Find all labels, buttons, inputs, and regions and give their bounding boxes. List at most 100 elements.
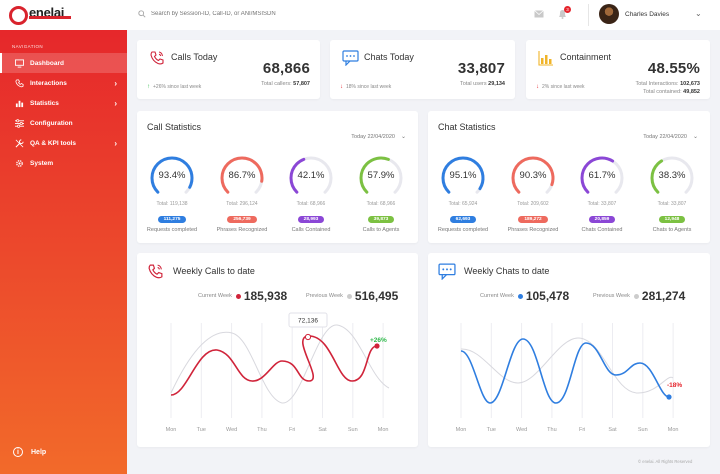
sidebar-item-statistics[interactable]: Statistics › <box>0 93 127 113</box>
legend-current-week: Current Week 105,478 <box>480 289 569 303</box>
gauge-ring: 61.7% <box>579 155 625 201</box>
legend-previous-week: Previous Week 516,495 <box>306 289 398 303</box>
kpi-sub: Total Interactions: 102,673 <box>635 81 700 87</box>
weekday-label: Tue <box>197 427 206 433</box>
gauge-label: Calls to Agents <box>362 227 400 233</box>
gauge-label: Requests completed <box>437 227 489 233</box>
sidebar-item-label: QA & KPI tools <box>30 139 76 147</box>
gauge-label: Phrases Recognized <box>216 227 268 233</box>
legend-dot <box>517 293 523 299</box>
date-selector[interactable]: Today 22/04/2020 ⌄ <box>351 133 406 140</box>
weekday-label: Sun <box>638 427 648 433</box>
date-selector[interactable]: Today 22/04/2020 ⌄ <box>643 133 698 140</box>
gauge-arc <box>441 156 485 200</box>
gauge-fill <box>289 156 333 200</box>
search-input[interactable] <box>151 11 371 17</box>
gauge-ring: 42.1% <box>288 155 334 201</box>
weekday-label: Wed <box>516 427 527 433</box>
gauge-arc <box>150 156 194 200</box>
topbar: 3 Charles Davies ⌄ <box>127 0 720 30</box>
sidebar-item-label: Configuration <box>30 119 73 127</box>
gauge-0: 93.4% Total: 119,138 111,275 Requests compl… <box>139 155 205 233</box>
gauge-fill <box>220 156 264 200</box>
gauge-total: Total: 209,602 <box>517 201 549 207</box>
previous-week-line <box>460 337 674 394</box>
help-label: Help <box>31 448 47 456</box>
sidebar-item-interactions[interactable]: Interactions › <box>0 73 127 93</box>
kpi-sub-label: Total Interactions: <box>635 81 679 87</box>
gauge-total: Total: 33,807 <box>657 201 687 207</box>
legend-dot <box>633 293 639 299</box>
nav-section-title: NAVIGATION <box>12 44 44 49</box>
highlight-point[interactable] <box>304 333 312 341</box>
sidebar-item-configuration[interactable]: Configuration <box>0 113 127 133</box>
gauge-ring: 38.3% <box>649 155 695 201</box>
legend-current-week: Current Week 185,938 <box>198 289 287 303</box>
chevron-right-icon: › <box>114 79 117 88</box>
weekday-label: Thu <box>257 427 266 433</box>
gauge-count-pill: 12,948 <box>658 216 686 223</box>
footer-copyright: © enelai. All Rights Reserved <box>638 459 693 464</box>
kpi-title: Containment <box>560 52 612 62</box>
tooltip-value: 72,136 <box>298 318 318 325</box>
sidebar: enelai NAVIGATION Dashboard Interactions… <box>0 0 127 474</box>
kpi-sub-label: Total contained: <box>643 89 682 95</box>
date-label: Today 22/04/2020 <box>643 134 687 140</box>
gauge-label: Requests completed <box>146 227 198 233</box>
gauge-3: 57.9% Total: 68,966 39,873 Calls to Agents <box>348 155 414 233</box>
sidebar-item-label: Dashboard <box>30 59 64 67</box>
logo-text: enelai <box>29 4 65 20</box>
logo[interactable]: enelai <box>9 4 65 25</box>
search-bar[interactable] <box>138 10 371 18</box>
gauge-percent: 93.4% <box>158 170 186 181</box>
legend-dot <box>235 293 241 299</box>
section-title: Chat Statistics <box>438 122 496 132</box>
sliders-icon <box>15 118 24 128</box>
kpi-title: Chats Today <box>364 52 414 62</box>
end-point <box>374 343 380 349</box>
kpi-card-calls: Calls Today 68,866 Total callers: 57,807… <box>137 40 320 99</box>
kpi-sub-value: 102,673 <box>680 81 700 87</box>
sidebar-item-dashboard[interactable]: Dashboard <box>0 53 127 73</box>
sidebar-item-label: Statistics <box>30 99 59 107</box>
gauge-fill <box>511 156 555 200</box>
weekday-label: Sat <box>608 427 617 433</box>
end-point <box>666 394 672 400</box>
weekday-label: Mon <box>668 427 679 433</box>
legend-label: Current Week <box>480 293 514 299</box>
chat-icon <box>342 50 359 66</box>
gauge-percent: 86.7% <box>228 170 256 181</box>
avatar[interactable] <box>599 4 619 24</box>
change-label: +26% <box>370 337 387 344</box>
logo-mark <box>9 5 28 25</box>
date-label: Today 22/04/2020 <box>351 134 395 140</box>
gauge-label: Chats Contained <box>581 227 623 233</box>
kpi-sub-2: Total contained: 49,852 <box>643 89 700 95</box>
legend-label: Previous Week <box>306 293 343 299</box>
current-week-line <box>170 335 378 396</box>
weekday-label: Sat <box>318 427 327 433</box>
sidebar-item-qa-kpi-tools[interactable]: QA & KPI tools › <box>0 133 127 153</box>
chevron-down-icon: ⌄ <box>400 134 406 140</box>
info-icon: i <box>13 447 23 457</box>
section-title: Weekly Calls to date <box>173 266 255 276</box>
mail-icon[interactable] <box>534 10 544 18</box>
monitor-icon <box>15 58 24 68</box>
weekday-label: Thu <box>547 427 556 433</box>
sidebar-item-label: Interactions <box>30 79 67 87</box>
weekday-label: Sun <box>348 427 358 433</box>
help-link[interactable]: i Help <box>13 447 46 457</box>
gauge-ring: 86.7% <box>219 155 265 201</box>
sidebar-item-system[interactable]: System <box>0 153 127 173</box>
kpi-value: 48.55% <box>647 60 700 77</box>
gauge-count-pill: 20,859 <box>588 216 616 223</box>
gauge-arc <box>650 156 694 200</box>
user-name[interactable]: Charles Davies <box>625 11 670 18</box>
gauge-3: 38.3% Total: 33,807 12,948 Chats to Agents <box>639 155 705 233</box>
weekday-label: Mon <box>166 427 177 433</box>
sidebar-item-label: System <box>30 159 54 167</box>
legend-label: Current Week <box>198 293 232 299</box>
gauge-total: Total: 68,966 <box>366 201 396 207</box>
chevron-down-icon[interactable]: ⌄ <box>695 9 702 18</box>
arrow-down-icon: ↓ <box>536 84 539 90</box>
